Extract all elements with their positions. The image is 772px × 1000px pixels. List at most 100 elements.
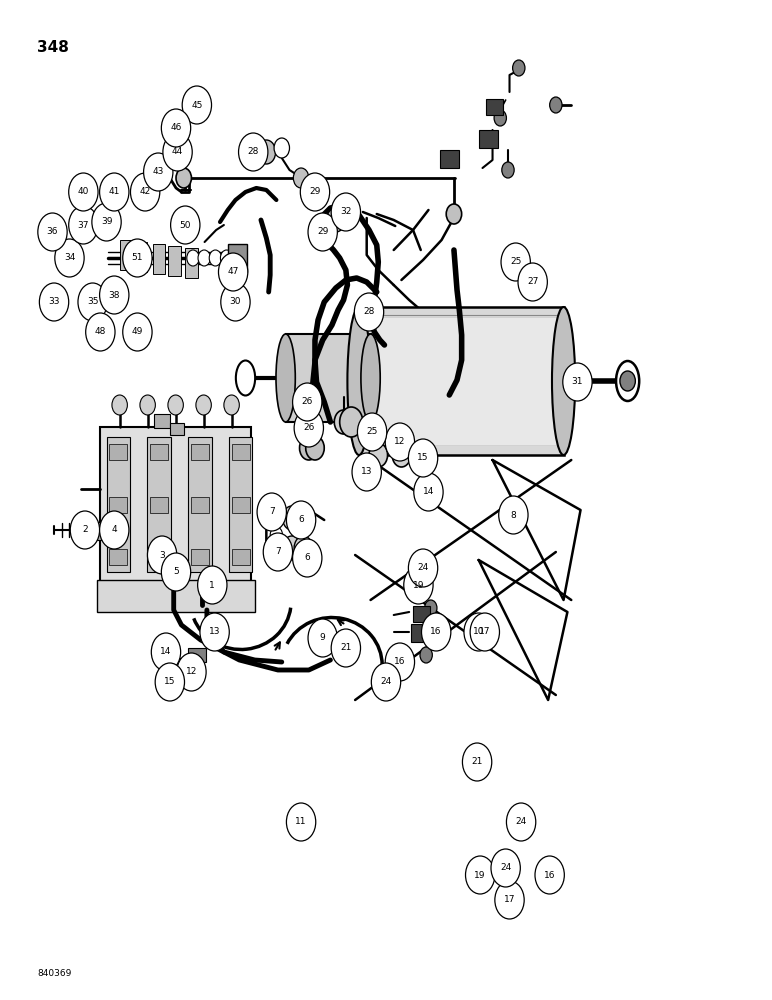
Text: 37: 37: [78, 221, 89, 230]
Text: 21: 21: [340, 644, 351, 652]
Circle shape: [39, 283, 69, 321]
Text: 6: 6: [304, 554, 310, 562]
Ellipse shape: [361, 334, 380, 422]
Text: 24: 24: [381, 678, 391, 686]
Text: 24: 24: [500, 863, 511, 872]
Text: 12: 12: [394, 438, 405, 446]
Text: 28: 28: [248, 147, 259, 156]
Circle shape: [239, 133, 268, 171]
Text: 7: 7: [275, 548, 281, 556]
Circle shape: [491, 849, 520, 887]
Bar: [107, 437, 130, 572]
Circle shape: [404, 566, 433, 604]
Circle shape: [499, 496, 528, 534]
Circle shape: [385, 643, 415, 681]
Text: 19: 19: [413, 580, 424, 589]
Text: 16: 16: [544, 870, 555, 880]
Circle shape: [112, 395, 127, 415]
Circle shape: [198, 250, 210, 266]
Circle shape: [466, 856, 495, 894]
Circle shape: [257, 493, 286, 531]
Circle shape: [283, 536, 301, 560]
Circle shape: [69, 206, 98, 244]
Circle shape: [257, 140, 276, 164]
Bar: [150, 497, 168, 513]
Bar: [170, 423, 184, 435]
Circle shape: [331, 193, 361, 231]
Circle shape: [176, 168, 191, 188]
Bar: [150, 444, 168, 460]
Text: 35: 35: [87, 298, 98, 306]
Text: 44: 44: [172, 147, 183, 156]
Circle shape: [86, 313, 115, 351]
Circle shape: [420, 647, 432, 663]
Text: 32: 32: [340, 208, 351, 217]
Circle shape: [408, 549, 438, 587]
Circle shape: [563, 363, 592, 401]
Circle shape: [408, 439, 438, 477]
Circle shape: [340, 407, 363, 437]
Text: 49: 49: [132, 328, 143, 336]
Text: 50: 50: [180, 221, 191, 230]
Circle shape: [161, 109, 191, 147]
Text: 16: 16: [431, 628, 442, 637]
Text: 34: 34: [64, 253, 75, 262]
Bar: [413, 606, 430, 622]
Circle shape: [308, 619, 337, 657]
Bar: [191, 549, 209, 565]
Bar: [191, 497, 209, 513]
Text: 12: 12: [186, 668, 197, 676]
Bar: [135, 242, 147, 272]
Circle shape: [55, 239, 84, 277]
Circle shape: [69, 173, 98, 211]
Circle shape: [92, 203, 121, 241]
Circle shape: [414, 473, 443, 511]
Bar: [109, 444, 127, 460]
Text: 19: 19: [475, 870, 486, 880]
Bar: [174, 658, 193, 672]
Text: 3: 3: [159, 550, 165, 560]
Text: 47: 47: [228, 267, 239, 276]
Text: 41: 41: [109, 188, 120, 196]
Circle shape: [300, 173, 330, 211]
Text: 2: 2: [82, 526, 88, 534]
Text: 36: 36: [47, 228, 58, 236]
Bar: [232, 444, 250, 460]
Circle shape: [464, 613, 493, 651]
Bar: [411, 624, 430, 642]
Circle shape: [385, 423, 415, 461]
Circle shape: [513, 60, 525, 76]
Circle shape: [100, 276, 129, 314]
Text: 14: 14: [161, 648, 171, 656]
Text: 13: 13: [209, 628, 220, 637]
Circle shape: [123, 313, 152, 351]
Bar: [486, 99, 503, 115]
Circle shape: [177, 653, 206, 691]
Bar: [168, 246, 181, 276]
Bar: [120, 240, 132, 270]
Circle shape: [224, 395, 239, 415]
Circle shape: [100, 173, 129, 211]
Bar: [185, 248, 198, 278]
Circle shape: [306, 436, 324, 460]
Circle shape: [294, 536, 313, 560]
Circle shape: [182, 86, 212, 124]
Circle shape: [147, 536, 177, 574]
Text: 43: 43: [153, 167, 164, 176]
Bar: [228, 278, 243, 290]
Circle shape: [232, 250, 244, 266]
Text: 51: 51: [132, 253, 143, 262]
Bar: [91, 522, 110, 540]
Text: 25: 25: [510, 257, 521, 266]
Bar: [100, 427, 251, 582]
Text: 27: 27: [527, 277, 538, 286]
Circle shape: [357, 413, 387, 451]
Ellipse shape: [347, 307, 371, 455]
Text: 4: 4: [111, 526, 117, 534]
Text: 48: 48: [95, 328, 106, 336]
Text: 25: 25: [367, 428, 378, 436]
Text: 26: 26: [302, 397, 313, 406]
Circle shape: [371, 663, 401, 701]
Text: 17: 17: [504, 896, 515, 904]
Circle shape: [506, 803, 536, 841]
